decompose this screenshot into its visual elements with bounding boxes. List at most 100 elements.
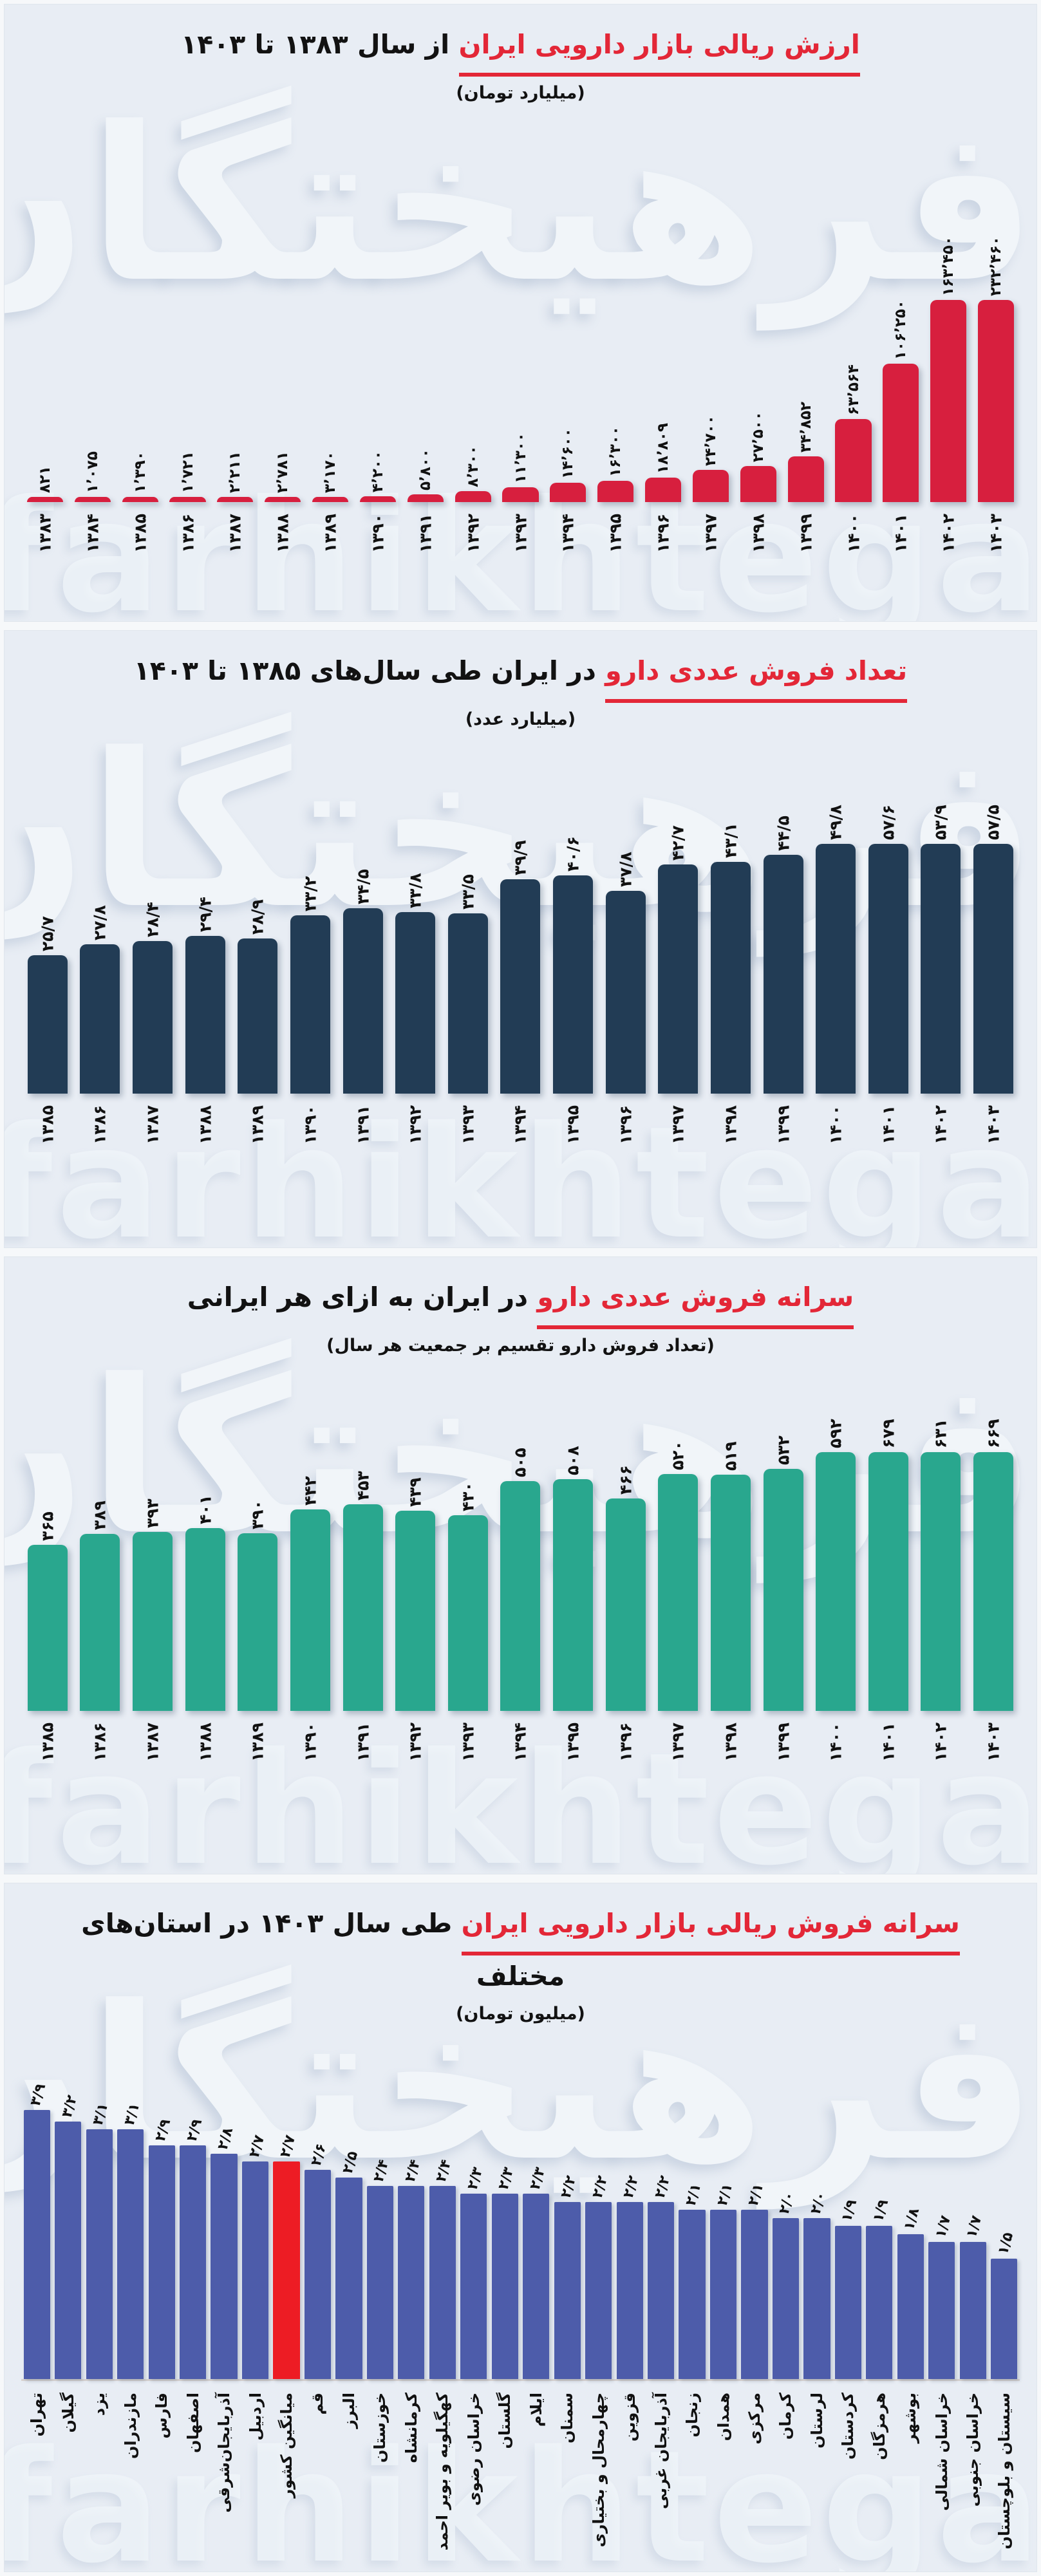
bar-column: ۲۴٬۷۰۰ [687,200,735,502]
bar-value-label: ۲/۳ [489,2149,520,2192]
bar-value-label: ۱٬۳۹۰ [117,397,164,493]
category-text: ۱۳۹۴ [558,513,577,553]
category-label: لرستان [802,2390,832,2571]
category-label: کردستان [832,2390,863,2571]
value-text: ۵۰۵ [511,1447,530,1477]
bar-value-label: ۳۳/۸ [389,853,442,908]
bar-column: ۳۹۰ [232,1402,285,1711]
bar-value-label: ۲/۲ [552,2157,583,2199]
bar-value-label: ۲/۴ [396,2141,427,2183]
bar [883,363,919,502]
bar-column: ۲/۲ [614,2065,645,2380]
category-label: زنجان [677,2390,708,2571]
category-text: ۱۳۹۶ [616,1722,635,1762]
category-label: البرز [333,2390,364,2571]
bar-column: ۳/۲ [52,2065,83,2380]
category-text: ۱۳۹۱ [353,1105,373,1144]
category-text: ۱۴۰۲ [931,1722,950,1762]
bar-column: ۱/۸ [895,2065,926,2380]
category-label: ۱۳۹۸ [704,1103,757,1175]
bar-column: ۲۹/۴ [179,785,232,1094]
bar [740,466,776,502]
category-text: ۱۳۹۳ [458,1722,478,1762]
bar [491,2194,518,2380]
chart-panel-rial-market-value: فرهیختگان farhikhtegan ارزش ریالی بازار … [4,4,1037,622]
bar [395,911,436,1094]
bar-column: ۸٬۳۰۰ [449,200,497,502]
bar-value-label: ۸۲۱ [21,397,69,492]
bar [959,2242,986,2380]
category-label: ۱۳۹۹ [757,1720,810,1792]
value-text: ۱۱٬۳۰۰ [512,432,529,483]
bar-value-label: ۱/۹ [864,2181,895,2224]
bar [312,496,349,502]
bar [27,955,68,1094]
chart-title: سرانه فروش ریالی بازار دارویی ایران طی س… [43,1903,998,1997]
category-text: ۱۴۰۰ [826,1105,845,1144]
bar-column: ۴۳/۱ [704,785,757,1094]
chart-title-red: سرانه فروش عددی دارو [537,1276,854,1329]
category-label: سمنان [552,2390,583,2571]
bar-column: ۲/۴ [427,2065,458,2380]
bar [359,496,396,502]
category-label: ۱۳۸۹ [306,511,354,583]
bar [921,1451,961,1711]
bar [978,299,1015,502]
value-text: ۵۳۲ [774,1435,793,1465]
category-label: فارس [146,2390,177,2571]
bar-value-label: ۱٬۰۷۵ [69,397,117,493]
value-text: ۶۳۱ [931,1418,950,1448]
category-text: مرکزی [746,2393,764,2445]
value-text: ۱۶۳٬۴۵۰ [940,236,957,296]
bar-column: ۱۰۶٬۲۵۰ [877,200,924,502]
bar-value-label: ۱۴٬۶۰۰ [544,382,592,479]
bar-value-label: ۲/۴ [427,2141,458,2183]
category-text: ۱۳۸۸ [196,1722,215,1762]
category-label: خراسان شمالی [926,2390,957,2571]
bar-column: ۳۸۹ [74,1402,127,1711]
chart-subtitle: (میلیون تومان) [456,2004,585,2024]
bar-value-label: ۲/۲ [645,2157,676,2199]
bar-column: ۱٬۰۷۵ [69,200,117,502]
value-text: ۲۷٬۵۰۰ [749,411,767,462]
category-label: ۱۳۸۵ [21,1720,74,1792]
bar [148,2145,175,2380]
bar [23,2110,50,2380]
category-text: ۱۳۸۹ [248,1722,267,1762]
bar-value-label: ۴۳۰ [442,1465,494,1511]
category-text: ۱۳۹۲ [406,1722,425,1762]
bar-value-label: ۶۶۹ [967,1402,1020,1448]
bar [447,913,488,1094]
value-text: ۵۳/۹ [931,804,950,840]
bar-value-label: ۲/۳ [521,2149,552,2192]
bar-column: ۴۲/۷ [652,785,705,1094]
category-text: ۱۳۹۹ [774,1105,793,1144]
value-text: ۲/۴ [370,2158,393,2184]
category-label: ۱۳۹۵ [547,1103,599,1175]
bar-column: ۱۶٬۳۰۰ [592,200,639,502]
value-text: ۳۳/۵ [458,874,478,910]
bar-column: ۲/۱ [677,2065,708,2380]
bar-value-label: ۵۰۵ [494,1431,547,1477]
value-text: ۶۷۹ [879,1418,898,1448]
value-text: ۲۵/۷ [38,916,57,952]
chart-title: سرانه فروش عددی دارو در ایران به ازای هر… [43,1276,998,1329]
value-text: ۳۴٬۸۵۲ [797,402,814,453]
bar-column: ۲/۲ [645,2065,676,2380]
category-label: خوزستان [364,2390,395,2571]
bar-value-label: ۲٬۲۱۱ [211,397,259,493]
category-text: ۱۴۰۲ [931,1105,950,1144]
value-text: ۲۹/۴ [196,896,215,932]
category-text: ۱۳۹۲ [464,513,483,553]
bar [816,1451,856,1711]
bar [763,1468,803,1711]
bar-column: ۳۹/۹ [494,785,547,1094]
category-text: بوشهر [901,2393,920,2443]
bar-value-label: ۲۹/۴ [179,877,232,932]
category-text: ۱۳۸۵ [38,1105,57,1144]
value-text: ۱۶٬۳۰۰ [607,425,624,477]
value-text: ۲/۷ [277,2133,299,2160]
bar-value-label: ۵۳/۹ [915,785,968,840]
category-label: قزوین [614,2390,645,2571]
